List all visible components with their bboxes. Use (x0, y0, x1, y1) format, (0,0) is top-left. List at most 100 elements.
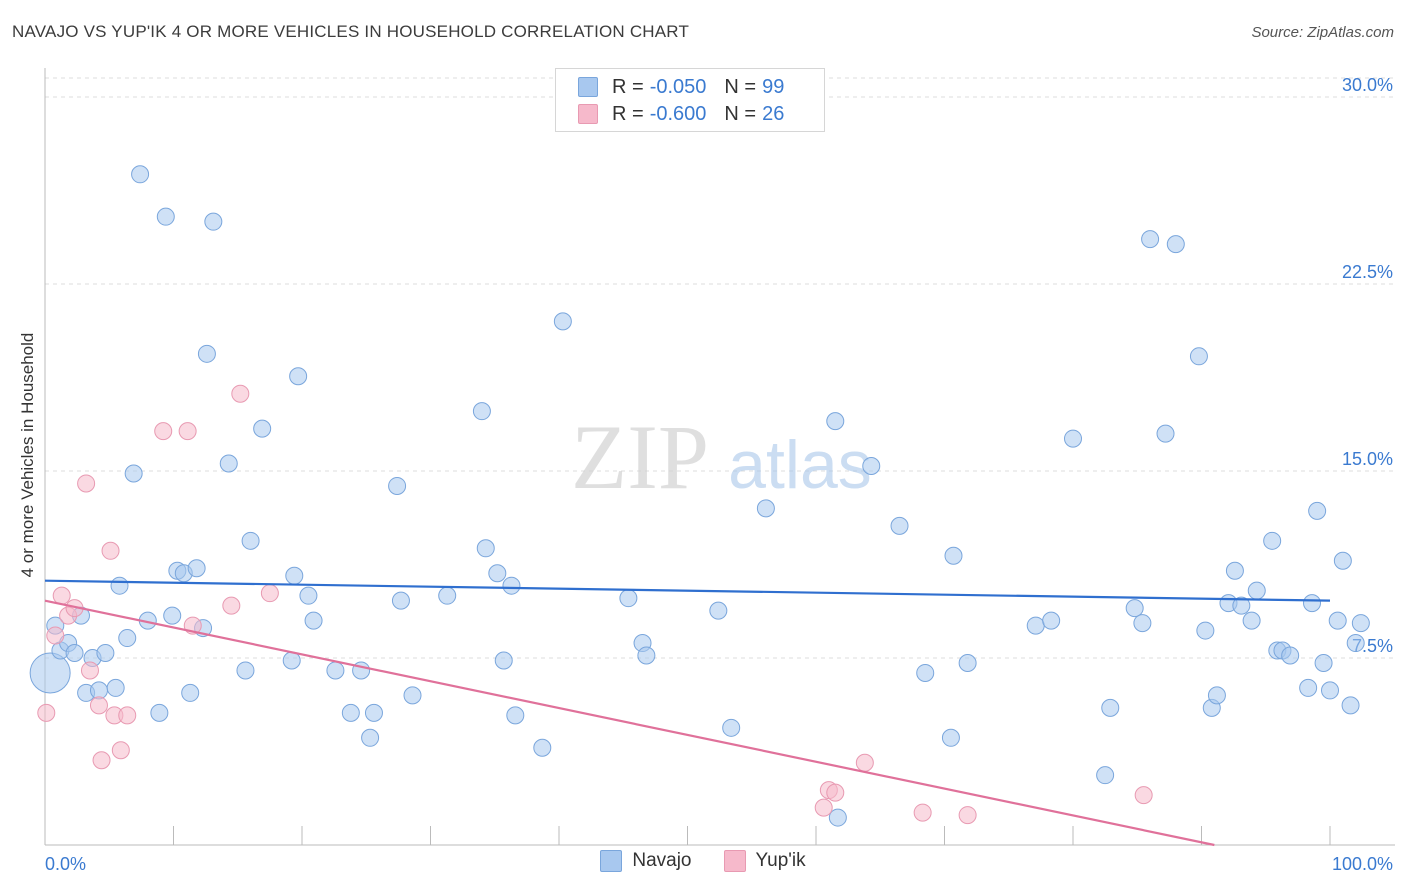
navajo-point (391, 591, 410, 610)
navajo-point (1166, 235, 1185, 254)
yupik-trend-line (44, 599, 1215, 847)
navajo-point (1156, 424, 1175, 443)
legend-n-label: N = (724, 75, 757, 98)
navajo-point (1247, 581, 1266, 600)
navajo-point (1351, 614, 1370, 633)
navajo-point (289, 367, 308, 386)
source-label: Source: ZipAtlas.com (1251, 24, 1394, 41)
navajo-point (1207, 686, 1226, 705)
navajo-point (1263, 531, 1282, 550)
navajo-point (1333, 551, 1352, 570)
legend-label-yupik: Yup'ik (755, 850, 806, 871)
navajo-point (253, 419, 272, 438)
navajo-point (1321, 681, 1339, 700)
navajo-point (826, 412, 845, 431)
navajo-point (65, 644, 84, 663)
navajo-point (722, 718, 741, 737)
yupik-legend-swatch (723, 850, 746, 872)
navajo-point (156, 207, 175, 226)
yupik-point (80, 661, 99, 680)
navajo-point (106, 678, 125, 697)
legend-r-label: R = (612, 102, 644, 125)
yupik-point (814, 798, 833, 817)
navajo-point (637, 646, 656, 665)
yupik-point (154, 422, 173, 441)
navajo-point (131, 165, 150, 184)
stats-legend: R = -0.050 N = 99 R = -0.600 N = 26 (555, 68, 825, 132)
navajo-point (204, 212, 223, 231)
navajo-point (756, 499, 775, 518)
navajo-point (1026, 616, 1045, 635)
navajo-point (96, 644, 115, 663)
navajo-point (941, 728, 960, 747)
watermark-atlas: atlas (728, 427, 872, 503)
navajo-point (1125, 599, 1144, 618)
yupik-point (101, 541, 120, 560)
navajo-point (285, 566, 304, 585)
legend-n-label: N = (724, 102, 757, 125)
legend-row-yupik: R = -0.600 N = 26 (578, 101, 802, 127)
yupik-point (958, 806, 977, 825)
navajo-point (341, 703, 360, 722)
navajo-point (862, 457, 881, 476)
legend-item-navajo[interactable]: Navajo (600, 850, 692, 872)
navajo-point (472, 402, 491, 421)
navajo-point (1281, 646, 1300, 665)
navajo-point (1308, 501, 1327, 520)
navajo-point (326, 661, 345, 680)
navajo-point (388, 476, 407, 495)
navajo-point (1064, 429, 1082, 448)
yupik-swatch (578, 104, 598, 124)
x-tick-label: 0.0% (45, 854, 86, 874)
navajo-point (1346, 634, 1365, 653)
navajo-point (828, 808, 847, 827)
yupik-point (111, 741, 130, 760)
navajo-point (118, 629, 137, 648)
navajo-point (304, 611, 323, 630)
legend-n-value: 26 (762, 102, 785, 125)
navajo-point (219, 454, 238, 473)
navajo-point (502, 576, 521, 595)
navajo-point (1096, 766, 1115, 785)
navajo-point (150, 703, 169, 722)
navajo-point (494, 651, 513, 670)
navajo-point (1328, 611, 1347, 630)
navajo-point (403, 686, 422, 705)
navajo-point (890, 516, 909, 535)
navajo-point (506, 706, 525, 725)
navajo-point (476, 539, 495, 558)
legend-r-label: R = (612, 75, 644, 98)
y-tick-label: 22.5% (1342, 262, 1393, 282)
legend-item-yupik[interactable]: Yup'ik (723, 850, 806, 872)
navajo-point (299, 586, 318, 605)
legend-n-value: 99 (762, 75, 785, 98)
yupik-point (118, 706, 137, 725)
yupik-point (52, 586, 71, 605)
navajo-legend-swatch (600, 850, 623, 872)
navajo-point (29, 652, 71, 694)
yupik-point (826, 783, 845, 802)
yupik-point (1134, 786, 1153, 805)
navajo-point (163, 606, 182, 625)
series-legend: Navajo Yup'ik (0, 850, 1406, 872)
navajo-point (1314, 653, 1333, 672)
navajo-point (619, 589, 638, 608)
navajo-point (1299, 678, 1318, 697)
navajo-trend-line (44, 579, 1331, 602)
legend-row-navajo: R = -0.050 N = 99 (578, 74, 802, 100)
navajo-point (1303, 594, 1322, 613)
navajo-point (709, 601, 728, 620)
navajo-point (364, 703, 383, 722)
navajo-point (438, 586, 457, 605)
legend-r-value: -0.600 (649, 102, 707, 125)
navajo-point (361, 728, 380, 747)
navajo-point (1133, 614, 1152, 633)
yupik-point (178, 422, 197, 441)
yupik-point (37, 703, 56, 722)
yupik-point (855, 753, 874, 772)
navajo-point (1101, 698, 1120, 717)
yupik-point (89, 696, 108, 715)
navajo-point (110, 576, 129, 595)
navajo-point (89, 681, 108, 700)
